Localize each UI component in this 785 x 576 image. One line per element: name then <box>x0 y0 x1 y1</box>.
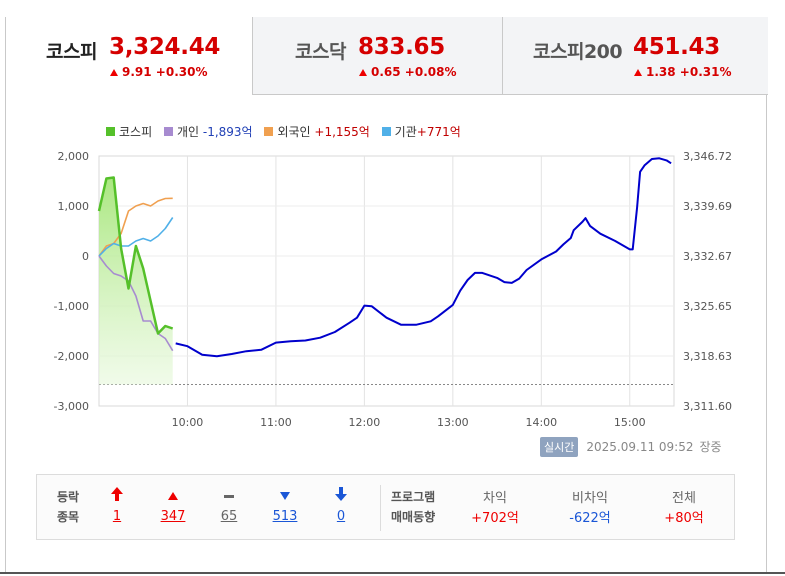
panel-divider <box>380 485 381 531</box>
institution-line <box>98 217 174 257</box>
kospi-index-line <box>175 157 672 358</box>
market-breadth-panel: 등락 종목 1 347 65 513 0 프로그램 매매동향 차익 +702억 … <box>36 474 735 540</box>
tab-kosdaq-change: 0.65 +0.08% <box>359 65 456 79</box>
breadth-up-count[interactable]: 347 <box>160 509 186 524</box>
x-tick-label: 13:00 <box>437 416 469 429</box>
tab-kosdaq-value: 833.65 <box>358 34 445 60</box>
tab-kospi-name: 코스피 <box>46 41 97 63</box>
y-left-tick-label: -1,000 <box>54 300 89 313</box>
limit-up-arrow-icon <box>97 487 137 507</box>
y-right-tick-label: 3,318.63 <box>683 350 732 363</box>
y-right-tick-label: 3,339.69 <box>683 200 732 213</box>
y-left-tick-label: 1,000 <box>58 200 90 213</box>
breadth-header: 등락 종목 <box>57 487 79 527</box>
legend-foreign[interactable]: 외국인 +1,155억 <box>264 123 370 140</box>
legend-kospi[interactable]: 코스피 <box>106 123 152 140</box>
up-triangle-icon <box>110 69 118 76</box>
program-non-arbitrage-label: 비차익 <box>572 491 608 506</box>
breadth-down-count[interactable]: 513 <box>272 509 298 524</box>
y-left-tick-label: -3,000 <box>54 400 89 413</box>
y-left-tick-label: -2,000 <box>54 350 89 363</box>
y-left-tick-label: 0 <box>82 250 89 263</box>
breadth-header-line1: 등락 <box>57 490 80 504</box>
legend-foreign-value: +1,155억 <box>314 125 370 139</box>
breadth-down: 513 <box>265 487 305 527</box>
legend-kospi-swatch <box>106 127 115 136</box>
x-tick-label: 14:00 <box>525 416 557 429</box>
breadth-limit-down: 0 <box>321 487 361 527</box>
market-status: 장중 <box>699 440 722 454</box>
tab-kospi200-name: 코스피200 <box>533 41 623 63</box>
legend-institution[interactable]: 기관+771억 <box>381 123 461 140</box>
status-bar: 실시간 2025.09.11 09:52 장중 <box>540 437 722 457</box>
program-total-label: 전체 <box>672 491 696 506</box>
kospi-investor-line <box>97 176 174 335</box>
tab-kospi-value: 3,324.44 <box>109 34 221 60</box>
program-header-line2: 매매동향 <box>391 510 436 524</box>
index-chart: 10:00 11:00 12:00 13:00 14:00 15:00 2,000 1,000… <box>54 150 732 429</box>
limit-down-arrow-icon <box>321 487 361 507</box>
breadth-unchanged: 65 <box>209 487 249 527</box>
x-tick-label: 10:00 <box>172 416 204 429</box>
breadth-up: 347 <box>153 487 193 527</box>
breadth-limit-up-count[interactable]: 1 <box>112 509 122 524</box>
legend-individual-value: -1,893억 <box>202 125 253 139</box>
x-tick-label: 11:00 <box>260 416 292 429</box>
legend-individual[interactable]: 개인 -1,893억 <box>163 123 253 140</box>
legend-kospi-label: 코스피 <box>119 125 153 139</box>
legend-institution-value: +771억 <box>416 125 461 139</box>
legend-institution-label: 기관 <box>394 125 417 139</box>
bottom-border <box>0 572 785 574</box>
legend-foreign-label: 외국인 <box>277 125 311 139</box>
tab-kosdaq-name: 코스닥 <box>295 41 346 63</box>
y-right-tick-label: 3,332.67 <box>683 250 732 263</box>
program-arbitrage-value: +702억 <box>471 511 519 526</box>
down-triangle-icon <box>265 487 305 507</box>
program-non-arbitrage-value: -622억 <box>569 511 611 526</box>
tab-kospi200-change: 1.38 +0.31% <box>634 65 731 79</box>
program-total: 전체 +80억 <box>639 489 729 529</box>
kospi-investor-area <box>99 177 173 385</box>
x-tick-label: 15:00 <box>614 416 646 429</box>
chart-legend: 코스피 개인 -1,893억 외국인 +1,155억 기관+771억 <box>106 123 469 140</box>
tab-kospi200-value: 451.43 <box>633 34 720 60</box>
tab-kosdaq[interactable]: 코스닥 833.65 0.65 +0.08% <box>252 17 502 95</box>
breadth-header-line2: 종목 <box>57 510 80 524</box>
program-header-line1: 프로그램 <box>391 490 436 504</box>
legend-individual-label: 개인 <box>176 125 200 139</box>
program-arbitrage-label: 차익 <box>483 491 507 506</box>
individual-line <box>98 255 174 352</box>
plot-frame <box>98 155 675 407</box>
y-right-tick-label: 3,325.65 <box>683 300 732 313</box>
y-left-tick-label: 2,000 <box>58 150 90 163</box>
realtime-button[interactable]: 실시간 <box>540 437 579 457</box>
tab-kospi[interactable]: 코스피 3,324.44 9.91 +0.30% <box>6 17 252 95</box>
program-total-value: +80억 <box>664 511 704 526</box>
y-right-tick-label: 3,311.60 <box>683 400 732 413</box>
legend-individual-swatch <box>163 127 173 136</box>
breadth-limit-up: 1 <box>97 487 137 527</box>
x-tick-label: 12:00 <box>349 416 381 429</box>
unchanged-dash-icon <box>209 487 249 507</box>
up-triangle-icon <box>634 69 642 76</box>
tab-kospi200-change-text: 1.38 +0.31% <box>646 65 732 79</box>
program-header: 프로그램 매매동향 <box>391 487 435 527</box>
tab-kospi-change: 9.91 +0.30% <box>110 65 207 79</box>
tab-kosdaq-change-text: 0.65 +0.08% <box>371 65 457 79</box>
program-arbitrage: 차익 +702억 <box>450 489 540 529</box>
breadth-unchanged-count[interactable]: 65 <box>220 509 238 524</box>
program-non-arbitrage: 비차익 -622억 <box>545 489 635 529</box>
timestamp: 2025.09.11 09:52 <box>586 440 694 454</box>
up-triangle-icon <box>153 487 193 507</box>
up-triangle-icon <box>359 69 367 76</box>
y-right-tick-label: 3,346.72 <box>683 150 732 163</box>
tab-kospi200[interactable]: 코스피200 451.43 1.38 +0.31% <box>502 17 768 95</box>
legend-institution-swatch <box>381 127 391 136</box>
legend-foreign-swatch <box>264 127 274 136</box>
tab-kospi-change-text: 9.91 +0.30% <box>122 65 208 79</box>
breadth-limit-down-count[interactable]: 0 <box>336 509 346 524</box>
